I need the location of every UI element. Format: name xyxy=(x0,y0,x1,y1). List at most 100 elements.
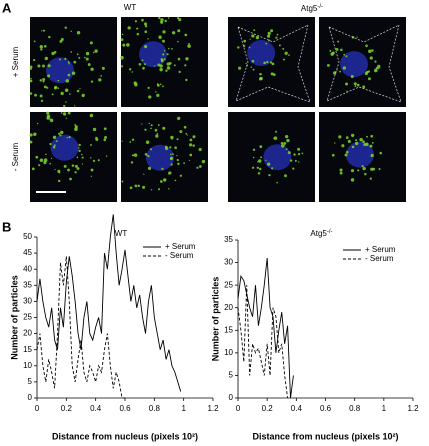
vesicle xyxy=(266,162,271,166)
vesicle xyxy=(179,174,183,177)
vesicle xyxy=(90,168,94,172)
vesicle xyxy=(79,88,81,90)
vesicle xyxy=(147,154,150,158)
vesicle xyxy=(331,153,335,157)
vesicle xyxy=(285,135,289,139)
vesicle xyxy=(81,156,84,159)
vesicle xyxy=(60,112,63,114)
vesicle xyxy=(297,152,301,156)
vesicle xyxy=(177,40,179,43)
vesicle xyxy=(29,133,33,137)
vesicle xyxy=(366,135,368,138)
vesicle xyxy=(89,157,92,159)
vesicle xyxy=(45,153,47,156)
vesicle xyxy=(131,71,134,73)
vesicle xyxy=(81,153,83,156)
vesicle xyxy=(257,161,259,163)
vesicle xyxy=(148,122,150,125)
row-label: + Serum xyxy=(11,46,20,77)
vesicle xyxy=(178,18,182,22)
vesicle xyxy=(155,91,157,93)
vesicle xyxy=(171,31,176,35)
column-title-base: Atg5 xyxy=(301,4,318,13)
vesicle xyxy=(369,177,372,180)
vesicle xyxy=(171,138,173,140)
vesicle xyxy=(251,34,255,38)
x-tick-label: 0.4 xyxy=(90,404,102,413)
vesicle xyxy=(297,147,301,151)
nucleus xyxy=(339,51,368,78)
vesicle xyxy=(248,46,251,49)
y-tick-label: 5 xyxy=(28,377,33,386)
vesicle xyxy=(271,167,274,170)
vesicle xyxy=(30,77,32,80)
y-tick-label: 40 xyxy=(23,264,32,273)
vesicle xyxy=(81,93,85,98)
vesicle xyxy=(350,178,355,182)
vesicle xyxy=(66,137,68,139)
vesicle xyxy=(47,74,51,78)
vesicle xyxy=(257,172,261,175)
vesicle xyxy=(249,38,251,40)
vesicle xyxy=(143,63,147,66)
vesicle xyxy=(265,159,267,161)
vesicle xyxy=(365,44,368,48)
vesicle xyxy=(156,133,159,135)
vesicle xyxy=(78,143,81,147)
vesicle xyxy=(69,177,72,181)
vesicle xyxy=(272,73,276,76)
vesicle xyxy=(350,133,355,138)
vesicle xyxy=(164,19,167,23)
vesicle xyxy=(292,167,295,170)
vesicle xyxy=(270,29,274,33)
legend-label: - Serum xyxy=(365,254,394,263)
x-tick-label: 0.2 xyxy=(61,404,73,413)
vesicle xyxy=(65,101,67,103)
vesicle xyxy=(374,60,377,63)
chart-title-base: WT xyxy=(115,229,128,238)
vesicle xyxy=(57,87,60,89)
vesicle xyxy=(343,53,346,56)
vesicle xyxy=(74,125,78,129)
vesicle xyxy=(52,146,56,149)
vesicle xyxy=(68,62,70,65)
vesicle xyxy=(251,59,255,63)
vesicle xyxy=(36,122,39,125)
vesicle xyxy=(164,145,168,149)
x-tick-label: 0.8 xyxy=(349,404,361,413)
vesicle xyxy=(345,82,349,86)
vesicle xyxy=(369,56,373,60)
vesicle xyxy=(255,36,260,40)
vesicle xyxy=(95,138,99,141)
chart-title: WT xyxy=(115,229,128,238)
vesicle xyxy=(142,185,146,189)
vesicle xyxy=(271,62,275,66)
vesicle xyxy=(70,51,73,53)
vesicle xyxy=(176,16,180,20)
vesicle xyxy=(285,148,288,151)
vesicle xyxy=(149,148,153,151)
vesicle xyxy=(33,58,36,62)
vesicle xyxy=(43,85,47,89)
vesicle xyxy=(377,64,381,69)
vesicle xyxy=(356,36,358,38)
vesicle xyxy=(87,63,91,67)
vesicle xyxy=(171,48,173,50)
vesicle xyxy=(267,31,271,35)
vesicle xyxy=(142,66,145,70)
vesicle xyxy=(42,80,45,83)
vesicle xyxy=(121,140,123,142)
vesicle xyxy=(100,75,102,77)
vesicle xyxy=(84,56,86,59)
vesicle xyxy=(339,70,342,73)
vesicle xyxy=(89,41,93,45)
y-tick-label: 25 xyxy=(224,280,233,289)
x-tick-label: 0.4 xyxy=(291,404,303,413)
vesicle xyxy=(368,49,372,53)
micrographs xyxy=(29,16,406,202)
legend-label: + Serum xyxy=(365,245,396,254)
vesicle xyxy=(170,153,172,156)
vesicle xyxy=(98,78,102,82)
